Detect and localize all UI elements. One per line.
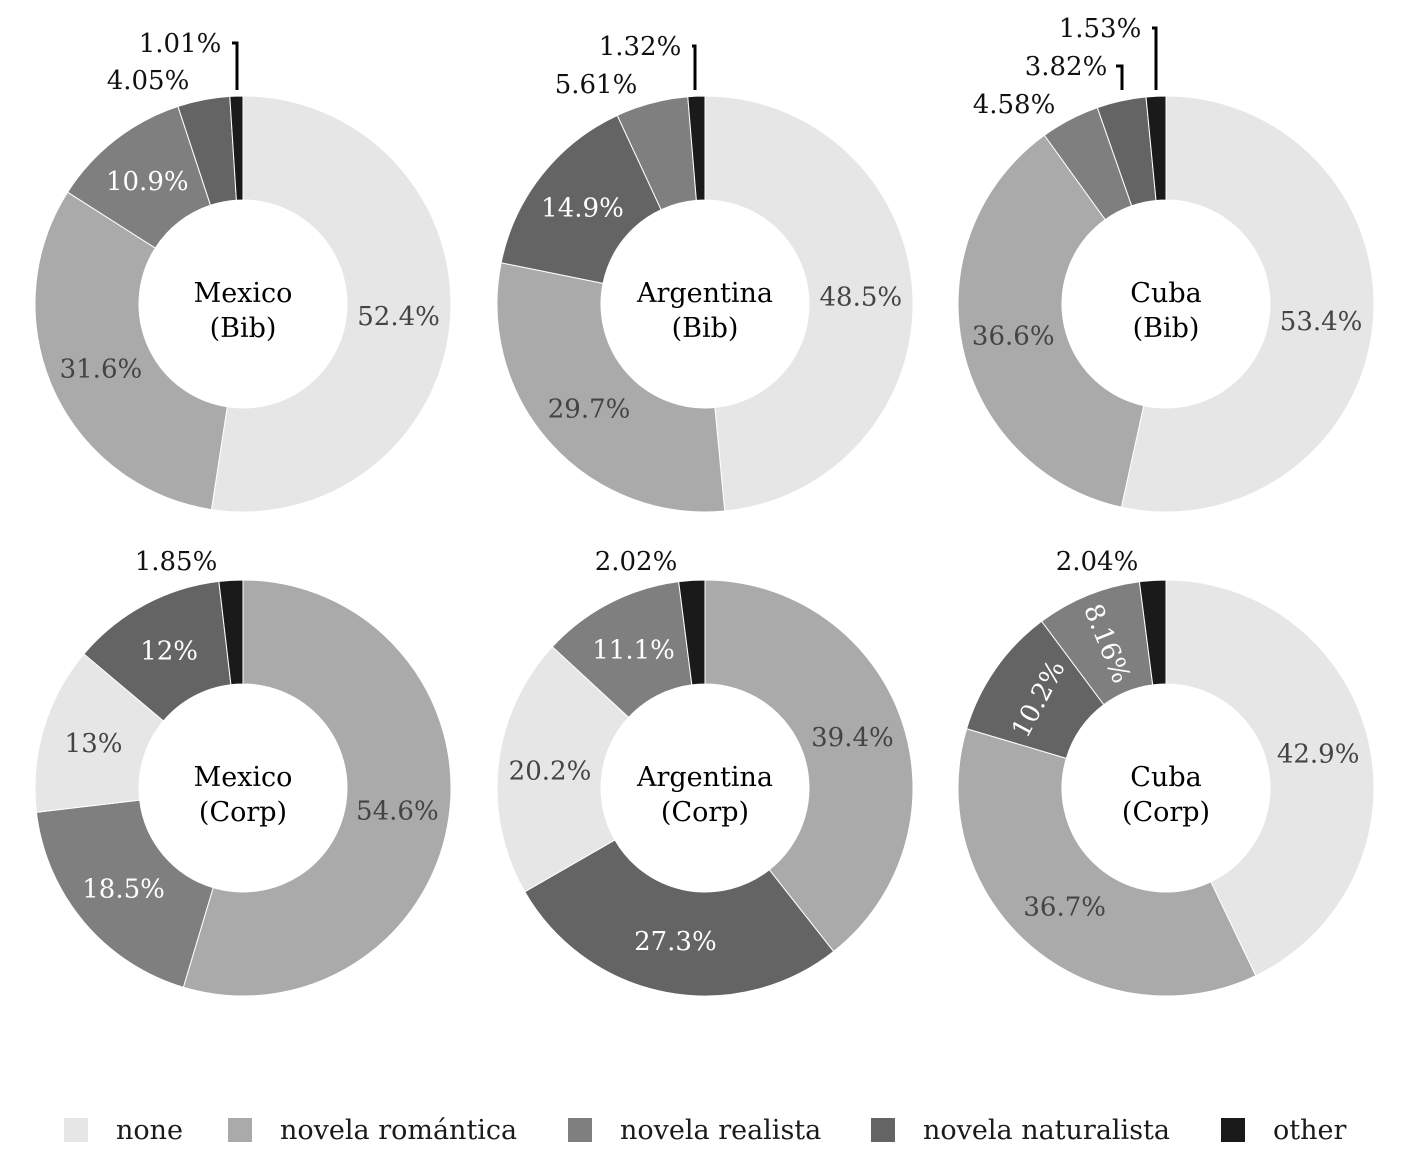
slice-other	[229, 95, 244, 201]
data-label-none: 52.4%	[357, 302, 440, 332]
data-label-other: 2.04%	[1056, 547, 1139, 577]
legend-item-novela-naturalista: novela naturalista	[871, 1108, 1170, 1152]
donut-chart-3: 53.4% 36.6% 4.58% 3.82% 1.53% Cuba (Bib)	[957, 14, 1375, 513]
leader-line-novela-naturalista	[1116, 64, 1124, 90]
chart-title-line-2: (Bib)	[1133, 313, 1200, 344]
data-label-other: 1.85%	[135, 547, 218, 577]
slice-novela-romantica	[957, 134, 1145, 508]
data-label-novela-naturalista: 14.9%	[541, 193, 624, 223]
legend-item-novela-romantica: novela romántica	[228, 1108, 517, 1152]
slice-other	[678, 579, 706, 686]
data-label-novela-naturalista: 4.05%	[107, 66, 190, 96]
leader-line-other	[692, 44, 697, 90]
legend-swatch-other	[1221, 1118, 1245, 1142]
leader-line-other	[1152, 26, 1158, 90]
data-label-novela-romantica: 39.4%	[811, 723, 894, 753]
slice-novela-naturalista	[524, 839, 835, 997]
chart-title-line-2: (Bib)	[210, 313, 277, 344]
donut-chart-1: 52.4% 31.6% 10.9% 4.05% 1.01% Mexico (Bib)	[34, 29, 452, 513]
slice-novela-romantica	[496, 262, 726, 513]
data-label-novela-realista: 11.1%	[592, 635, 675, 665]
data-label-other: 1.01%	[139, 29, 222, 59]
legend-label-novela-realista: novela realista	[620, 1114, 822, 1146]
slice-novela-romantica	[704, 579, 914, 953]
data-label-novela-romantica: 31.6%	[60, 354, 143, 384]
data-label-novela-naturalista: 12%	[140, 637, 198, 667]
data-label-novela-realista: 5.61%	[555, 70, 638, 100]
data-label-novela-naturalista: 27.3%	[634, 927, 717, 957]
donut-chart-5: 39.4% 27.3% 20.2% 11.1% 2.02% Argentina (Corp)	[496, 547, 914, 997]
data-label-novela-romantica: 29.7%	[548, 394, 631, 424]
slice-none	[1120, 95, 1375, 513]
legend-label-novela-romantica: novela romántica	[280, 1114, 518, 1146]
chart-title-line-1: Cuba	[1130, 762, 1201, 793]
data-label-none: 53.4%	[1280, 307, 1363, 337]
slice-none	[210, 95, 452, 513]
slice-none	[704, 95, 914, 512]
data-label-other: 1.53%	[1059, 14, 1142, 44]
data-label-none: 13%	[65, 729, 123, 759]
data-label-novela-naturalista: 3.82%	[1025, 52, 1108, 82]
chart-title-line-1: Argentina	[636, 762, 773, 793]
donut-chart-4: 54.6% 18.5% 13% 12% 1.85% Mexico (Corp)	[34, 547, 452, 997]
legend-item-novela-realista: novela realista	[568, 1108, 821, 1152]
slice-novela-romantica	[957, 728, 1257, 997]
data-label-novela-romantica: 54.6%	[356, 797, 439, 827]
slice-other	[1145, 95, 1167, 202]
data-label-novela-realista: 4.58%	[973, 90, 1056, 120]
data-label-other: 2.02%	[595, 547, 678, 577]
slice-none	[496, 646, 630, 893]
data-label-novela-romantica: 36.6%	[972, 322, 1055, 352]
slice-other	[1138, 579, 1167, 686]
slice-novela-romantica	[182, 579, 452, 997]
chart-title-line-2: (Bib)	[672, 313, 739, 344]
chart-title-line-1: Mexico	[194, 762, 293, 793]
data-label-none: 42.9%	[1277, 739, 1360, 769]
chart-title-line-1: Mexico	[194, 278, 293, 309]
chart-title-line-2: (Corp)	[199, 797, 287, 828]
chart-title-line-2: (Corp)	[1122, 797, 1210, 828]
legend-swatch-novela-naturalista	[871, 1118, 895, 1142]
chart-title-line-2: (Corp)	[661, 797, 749, 828]
slice-novela-realista	[35, 799, 214, 988]
slice-novela-naturalista	[500, 114, 662, 284]
donut-chart-6: 42.9%36.7%10.2%8.16%2.04%Cuba(Corp)	[957, 547, 1375, 997]
legend-label-none: none	[116, 1114, 184, 1146]
data-label-other: 1.32%	[599, 32, 682, 62]
legend-label-novela-naturalista: novela naturalista	[923, 1114, 1170, 1146]
data-label-novela-realista: 18.5%	[82, 874, 165, 904]
data-label-none: 20.2%	[509, 757, 592, 787]
data-label-novela-realista: 10.9%	[106, 167, 189, 197]
slice-none	[1165, 579, 1375, 977]
data-label-none: 48.5%	[820, 283, 903, 313]
legend-item-other: other	[1221, 1108, 1346, 1152]
legend-swatch-novela-realista	[568, 1118, 592, 1142]
legend-swatch-novela-romantica	[228, 1118, 252, 1142]
chart-legend: none novela romántica novela realista no…	[0, 1108, 1408, 1152]
chart-title-line-1: Argentina	[636, 278, 773, 309]
data-label-novela-romantica: 36.7%	[1023, 893, 1106, 923]
slice-novela-romantica	[34, 191, 228, 511]
chart-title-line-1: Cuba	[1130, 278, 1201, 309]
legend-swatch-none	[64, 1118, 88, 1142]
slice-other	[218, 579, 244, 686]
leader-line-other	[232, 41, 239, 90]
legend-item-none: none	[64, 1108, 183, 1152]
legend-label-other: other	[1273, 1114, 1347, 1146]
slice-other	[687, 95, 706, 201]
donut-chart-2: 48.5% 29.7% 14.9% 5.61% 1.32% Argentina (Bib)	[496, 32, 914, 513]
